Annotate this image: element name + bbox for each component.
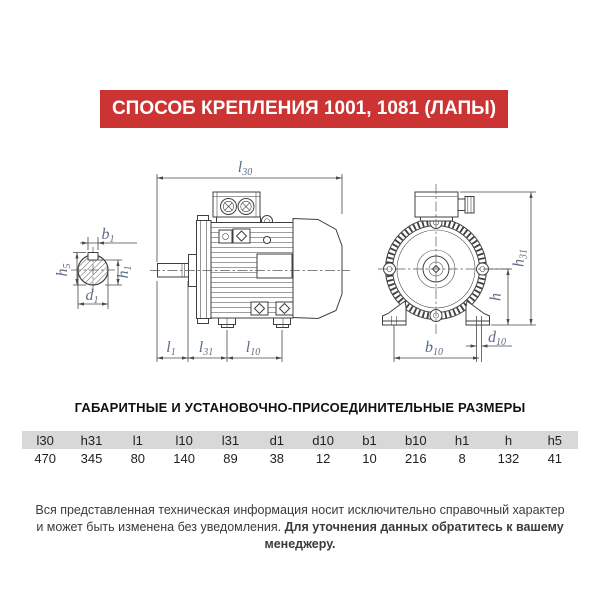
table-header-row: l30 h31 l1 l10 l31 d1 d10 b1 b10 h1 h h5 (22, 431, 578, 449)
table-value-cell: 8 (438, 449, 486, 467)
table-value-row: 470 345 80 140 89 38 12 10 216 8 132 41 (22, 449, 578, 467)
dim-label-b1: b1 (102, 226, 115, 245)
table-header-cell: l30 (22, 431, 69, 449)
dim-label-l31: l31 (199, 339, 213, 358)
dim-label-h: h (488, 293, 505, 301)
table-value-cell: 10 (346, 449, 393, 467)
dim-label-l10: l10 (246, 339, 260, 358)
disclaimer-line-2: и может быть изменена без уведомления. Д… (0, 519, 600, 553)
disclaimer-line-2-regular: и может быть изменена без уведомления. (36, 520, 285, 534)
table-value-cell: 140 (160, 449, 208, 467)
table-value-cell: 132 (485, 449, 532, 467)
table-header-cell: d1 (253, 431, 300, 449)
page-title-banner: СПОСОБ КРЕПЛЕНИЯ 1001, 1081 (ЛАПЫ) (100, 90, 508, 128)
motor-side-view: l30 l1 l31 l10 (150, 159, 350, 362)
table-header-cell: l10 (160, 431, 208, 449)
shaft-section-view: b1 h5 h1 d1 (54, 226, 137, 309)
table-header-cell: d10 (299, 431, 347, 449)
table-header-cell: l31 (207, 431, 254, 449)
dim-label-l30: l30 (238, 159, 252, 178)
table-value-cell: 41 (531, 449, 578, 467)
disclaimer-line-2-bold: Для уточнения данных обратитесь к вашему… (264, 520, 564, 551)
dim-label-d10: d10 (488, 329, 506, 348)
disclaimer-line-1: Вся представленная техническая информаци… (35, 503, 565, 517)
section-title: ГАБАРИТНЫЕ И УСТАНОВОЧНО-ПРИСОЕДИНИТЕЛЬН… (74, 400, 526, 415)
table-header-cell: h (485, 431, 532, 449)
dim-label-h31: h31 (511, 249, 530, 267)
dim-label-d1: d1 (86, 287, 99, 306)
table-value-cell: 470 (22, 449, 69, 467)
dim-label-l1: l1 (166, 339, 175, 358)
motor-front-view: b10 d10 h h31 (378, 184, 536, 362)
table-value-cell: 12 (299, 449, 347, 467)
table-header-cell: h31 (68, 431, 115, 449)
table-value-cell: 80 (114, 449, 161, 467)
table-header-cell: l1 (114, 431, 161, 449)
dimensions-table: l30 h31 l1 l10 l31 d1 d10 b1 b10 h1 h h5… (22, 431, 578, 467)
dim-label-h1: h1 (115, 266, 134, 279)
dim-label-h5: h5 (54, 264, 73, 277)
table-value-cell: 345 (68, 449, 115, 467)
table-value-cell: 89 (207, 449, 254, 467)
table-header-cell: h1 (438, 431, 486, 449)
table-header-cell: b1 (346, 431, 393, 449)
page-title: СПОСОБ КРЕПЛЕНИЯ 1001, 1081 (ЛАПЫ) (111, 98, 497, 119)
dim-label-b10: b10 (425, 339, 443, 358)
disclaimer: Вся представленная техническая информаци… (0, 502, 600, 553)
table-value-cell: 38 (253, 449, 300, 467)
table-header-cell: b10 (392, 431, 439, 449)
table-value-cell: 216 (392, 449, 439, 467)
table-header-cell: h5 (531, 431, 578, 449)
